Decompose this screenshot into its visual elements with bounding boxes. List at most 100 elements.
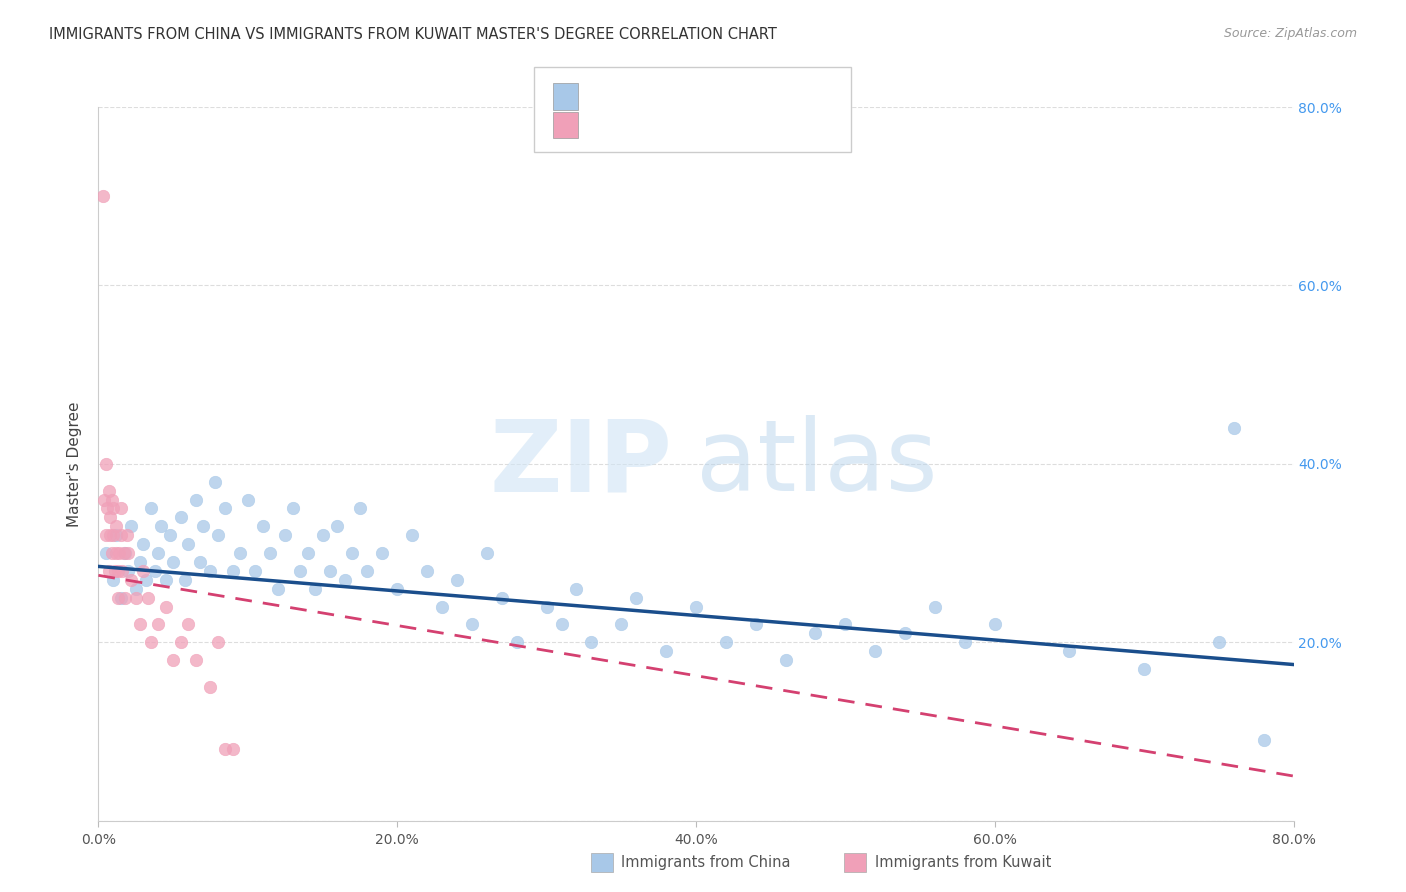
Point xyxy=(105,528,128,542)
Point xyxy=(222,742,245,756)
Point xyxy=(115,528,138,542)
Point xyxy=(626,591,648,605)
Point xyxy=(177,537,200,551)
Point xyxy=(446,573,468,587)
Point xyxy=(430,599,453,614)
Point xyxy=(565,582,588,596)
Point xyxy=(120,519,142,533)
Point xyxy=(136,591,159,605)
Text: N =: N = xyxy=(685,89,733,103)
Point xyxy=(200,680,222,694)
Point xyxy=(96,501,118,516)
Text: ZIP: ZIP xyxy=(489,416,672,512)
Point xyxy=(104,564,127,578)
Point xyxy=(984,617,1007,632)
Point xyxy=(333,573,356,587)
Point xyxy=(245,564,267,578)
Point xyxy=(236,492,259,507)
Point xyxy=(110,501,132,516)
Point xyxy=(475,546,498,560)
Point xyxy=(207,528,229,542)
Point xyxy=(229,546,252,560)
Point xyxy=(159,528,181,542)
Point xyxy=(155,573,177,587)
Point xyxy=(107,564,129,578)
Point xyxy=(94,546,117,560)
Text: N =: N = xyxy=(685,118,733,132)
Text: Immigrants from Kuwait: Immigrants from Kuwait xyxy=(875,855,1050,870)
Point xyxy=(288,564,311,578)
Point xyxy=(120,573,142,587)
Text: -0.160: -0.160 xyxy=(620,89,675,103)
Text: Immigrants from China: Immigrants from China xyxy=(621,855,792,870)
Point xyxy=(91,189,114,203)
Text: -0.077: -0.077 xyxy=(620,118,675,132)
Point xyxy=(461,617,484,632)
Point xyxy=(94,528,117,542)
Point xyxy=(685,599,707,614)
Text: 42: 42 xyxy=(725,118,747,132)
Point xyxy=(125,591,148,605)
Point xyxy=(924,599,946,614)
Point xyxy=(135,573,157,587)
Point xyxy=(804,626,827,640)
Point xyxy=(371,546,394,560)
Point xyxy=(117,564,139,578)
Point xyxy=(132,537,155,551)
Point xyxy=(204,475,226,489)
Point xyxy=(103,528,125,542)
Point xyxy=(114,591,136,605)
Point xyxy=(1223,421,1246,435)
Point xyxy=(894,626,917,640)
Text: R =: R = xyxy=(589,118,623,132)
Point xyxy=(536,599,558,614)
Point xyxy=(385,582,409,596)
Point xyxy=(174,573,197,587)
Point xyxy=(491,591,513,605)
Point xyxy=(184,492,207,507)
Point xyxy=(94,457,117,471)
Point xyxy=(655,644,678,658)
Point xyxy=(169,510,191,524)
Point xyxy=(214,501,236,516)
Point xyxy=(610,617,633,632)
Point xyxy=(148,546,170,560)
Point xyxy=(101,546,124,560)
Point xyxy=(139,635,162,649)
Point xyxy=(506,635,529,649)
Y-axis label: Master's Degree: Master's Degree xyxy=(67,401,83,526)
Point xyxy=(97,483,120,498)
Point xyxy=(107,591,129,605)
Point xyxy=(150,519,173,533)
Point xyxy=(349,501,371,516)
Point xyxy=(401,528,423,542)
Point xyxy=(214,742,236,756)
Point xyxy=(98,528,122,542)
Point xyxy=(93,492,115,507)
Point xyxy=(114,546,136,560)
Point xyxy=(252,519,274,533)
Point xyxy=(111,564,134,578)
Point xyxy=(281,501,304,516)
Point xyxy=(267,582,290,596)
Point xyxy=(148,617,170,632)
Point xyxy=(129,555,152,569)
Point xyxy=(274,528,297,542)
Text: 80: 80 xyxy=(725,89,747,103)
Point xyxy=(714,635,737,649)
Point xyxy=(117,546,139,560)
Point xyxy=(112,546,135,560)
Point xyxy=(953,635,976,649)
Point xyxy=(110,591,132,605)
Point xyxy=(200,564,222,578)
Point xyxy=(745,617,768,632)
Point xyxy=(1133,662,1156,676)
Point xyxy=(98,510,122,524)
Point xyxy=(550,617,572,632)
Point xyxy=(110,528,132,542)
Point xyxy=(105,519,128,533)
Point xyxy=(311,528,333,542)
Point xyxy=(326,519,349,533)
Point xyxy=(155,599,177,614)
Text: atlas: atlas xyxy=(696,416,938,512)
